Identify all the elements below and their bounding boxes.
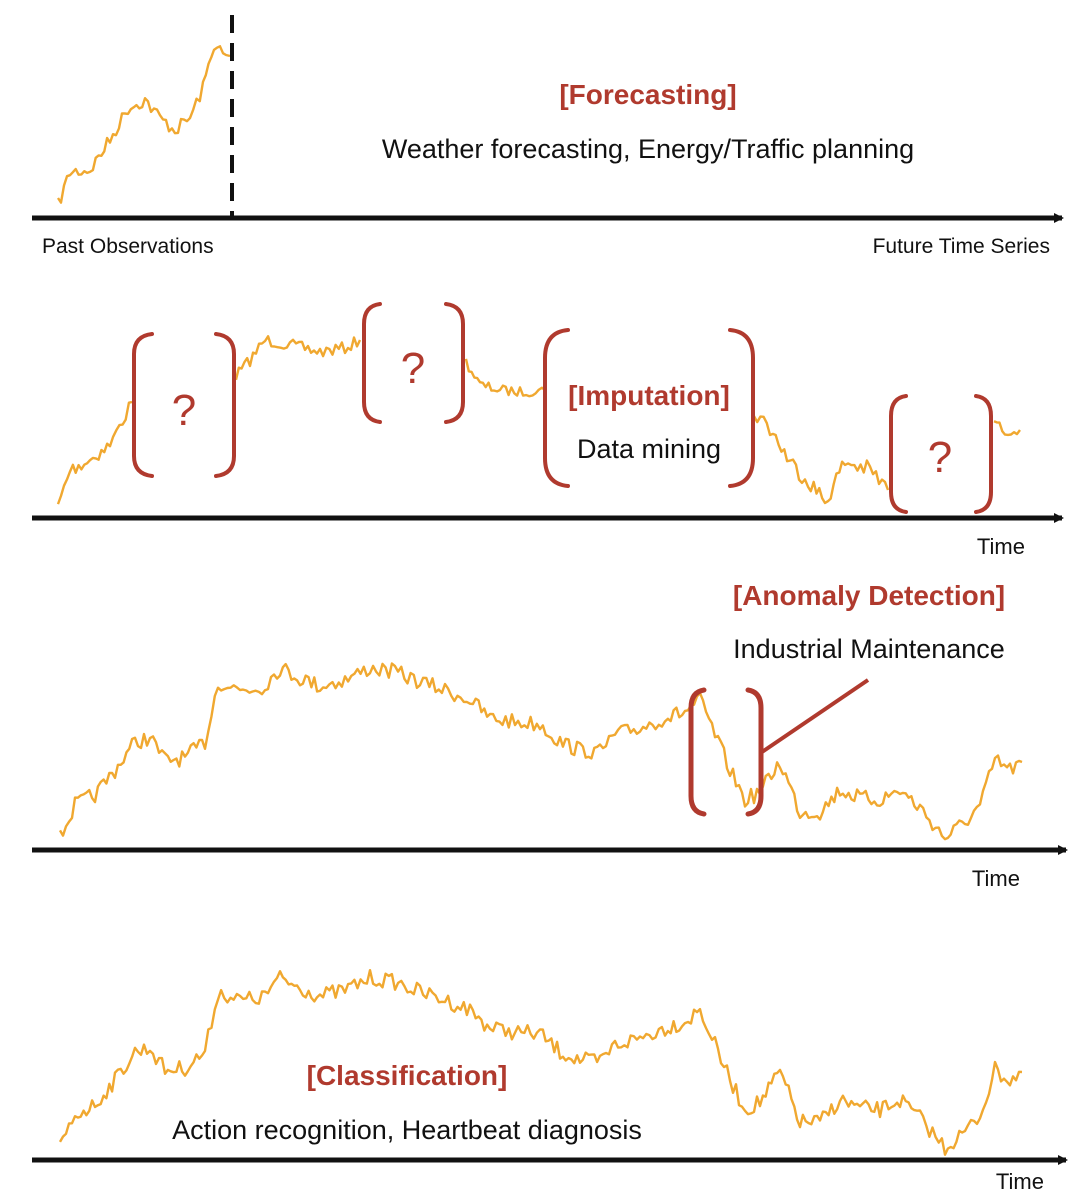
anomaly-description: Industrial Maintenance — [733, 634, 1005, 664]
imputation-time-label: Time — [977, 534, 1025, 559]
past-observations-label: Past Observations — [42, 235, 214, 258]
imputation-series-segment-5 — [993, 420, 1021, 437]
imputation-heading-bracket — [543, 328, 755, 488]
forecasting-panel: [Forecasting] Weather forecasting, Energ… — [32, 15, 1064, 258]
imputation-heading: [Imputation] — [568, 380, 730, 411]
missing-gap-bracket-3 — [889, 394, 993, 514]
anomaly-series-line — [58, 662, 1023, 841]
classification-panel: [Classification] Action recognition, Hea… — [32, 969, 1068, 1194]
imputation-series-segment-2 — [234, 335, 362, 381]
missing-gap-bracket-2 — [362, 302, 465, 424]
classification-time-label: Time — [996, 1169, 1044, 1194]
missing-marker-1: ? — [172, 386, 196, 435]
anomaly-heading: [Anomaly Detection] — [733, 580, 1005, 611]
imputation-series-segment-4 — [752, 415, 890, 505]
classification-description: Action recognition, Heartbeat diagnosis — [172, 1115, 642, 1145]
anomaly-bracket — [688, 687, 764, 817]
future-time-series-label: Future Time Series — [873, 235, 1050, 258]
anomaly-time-label: Time — [972, 866, 1020, 891]
imputation-series-segment-1 — [56, 400, 133, 505]
forecast-past-series-line — [56, 45, 231, 204]
forecasting-heading: [Forecasting] — [559, 79, 736, 110]
anomaly-pointer-line — [760, 678, 870, 754]
missing-gap-bracket-1 — [132, 332, 236, 478]
anomaly-panel: [Anomaly Detection] Industrial Maintenan… — [32, 580, 1068, 891]
classification-series-line — [58, 969, 1023, 1156]
classification-heading: [Classification] — [307, 1060, 508, 1091]
imputation-series-segment-3 — [464, 358, 546, 398]
missing-marker-2: ? — [401, 344, 425, 393]
imputation-description: Data mining — [577, 434, 721, 464]
missing-marker-3: ? — [928, 433, 952, 482]
forecasting-description: Weather forecasting, Energy/Traffic plan… — [382, 134, 914, 164]
imputation-panel: ? ? [Imputation] Data mining ? Time — [32, 302, 1064, 559]
